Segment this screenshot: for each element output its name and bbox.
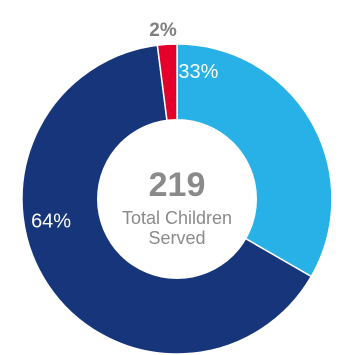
center-caption-line1: Total Children (122, 208, 232, 228)
donut-hole (97, 119, 257, 279)
slice-label-64: 64% (31, 210, 71, 232)
slice-labels-group: 33% 64% 2% (31, 20, 219, 232)
slice-label-2: 2% (149, 20, 177, 41)
center-total-value: 219 (149, 166, 206, 204)
slice-label-33: 33% (178, 61, 218, 83)
center-caption-line2: Served (148, 228, 205, 248)
